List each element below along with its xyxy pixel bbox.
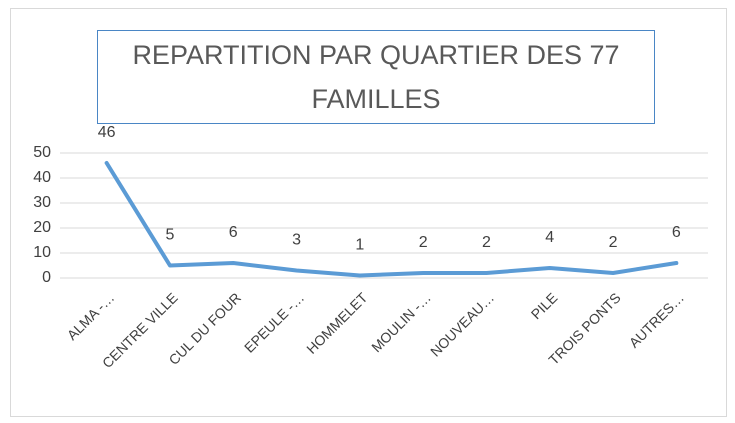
y-tick-label: 50 — [33, 144, 51, 161]
data-label: 46 — [98, 124, 116, 141]
data-label: 2 — [482, 234, 491, 251]
data-label: 2 — [609, 234, 618, 251]
chart-border — [10, 8, 727, 417]
y-tick-label: 0 — [42, 269, 51, 286]
y-tick-label: 20 — [33, 219, 51, 236]
data-label: 1 — [355, 237, 364, 254]
y-tick-label: 40 — [33, 169, 51, 186]
data-label: 4 — [545, 229, 554, 246]
chart-title: REPARTITION PAR QUARTIER DES 77 FAMILLES — [97, 30, 655, 124]
y-tick-label: 10 — [33, 244, 51, 261]
data-label: 3 — [292, 232, 301, 249]
y-tick-label: 30 — [33, 194, 51, 211]
data-label: 2 — [419, 234, 428, 251]
data-label: 6 — [229, 224, 238, 241]
data-label: 6 — [672, 224, 681, 241]
data-label: 5 — [165, 227, 174, 244]
line — [104, 161, 679, 278]
